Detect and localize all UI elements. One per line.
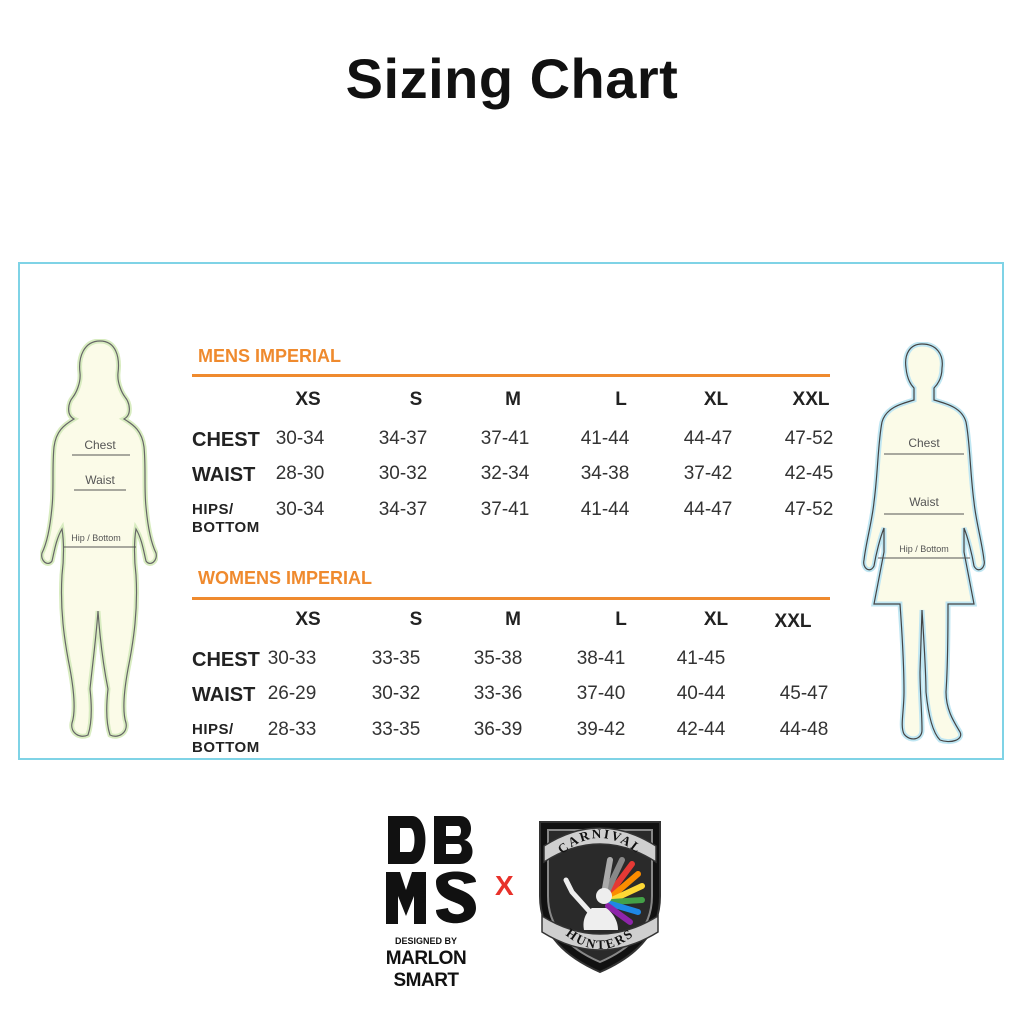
mens-size-l: L bbox=[615, 389, 627, 410]
mens-section-heading: MENS IMPERIAL bbox=[198, 346, 342, 366]
womens-chest-xl: 41-45 bbox=[676, 648, 726, 669]
mens-row-label-hips: HIPS/ BOTTOM bbox=[192, 501, 260, 537]
collaboration-x: X bbox=[495, 870, 514, 901]
woman-hip-label: Hip / Bottom bbox=[71, 533, 121, 543]
brand-logos: VIVA DESIGNED BY MARLON SMART X CARNIVAL… bbox=[0, 812, 1024, 991]
mens-hips-l: 41-44 bbox=[580, 499, 630, 520]
mens-size-s: S bbox=[409, 389, 423, 410]
designed-by-label: DESIGNED BY bbox=[394, 936, 457, 946]
mens-size-xl: XL bbox=[703, 389, 729, 410]
mens-hips-xxl: 47-52 bbox=[784, 499, 834, 520]
carnival-hunters-logo: CARNIVAL HUNTERS bbox=[539, 821, 661, 974]
mens-hips-s: 34-37 bbox=[378, 499, 428, 520]
womens-waist-xxl: 45-47 bbox=[779, 683, 829, 704]
woman-figure-illustration: Chest Waist Hip / Bottom bbox=[40, 339, 158, 739]
mens-waist-m: 32-34 bbox=[480, 463, 530, 484]
womens-size-m: M bbox=[505, 609, 521, 630]
womens-size-xs: XS bbox=[295, 609, 321, 630]
womens-row-label-waist: WAIST bbox=[192, 684, 256, 706]
mens-waist-xs: 28-30 bbox=[275, 463, 325, 484]
womens-hips-label-line1: HIPS/ bbox=[192, 721, 234, 738]
womens-size-s: S bbox=[409, 609, 423, 630]
mens-chest-xl: 44-47 bbox=[683, 428, 733, 449]
womens-chest-xs: 30-33 bbox=[267, 648, 317, 669]
woman-waist-label: Waist bbox=[85, 473, 115, 487]
mens-row-label-waist: WAIST bbox=[192, 464, 256, 486]
man-hip-label: Hip / Bottom bbox=[899, 544, 949, 554]
woman-chest-label: Chest bbox=[84, 438, 116, 452]
dbms-logo: VIVA DESIGNED BY MARLON SMART bbox=[356, 812, 496, 991]
mens-chest-xs: 30-34 bbox=[275, 428, 325, 449]
womens-waist-xl: 40-44 bbox=[676, 683, 726, 704]
designer-name: MARLON SMART bbox=[385, 948, 467, 991]
mens-chest-xxl: 47-52 bbox=[784, 428, 834, 449]
mens-row-label-chest: CHEST bbox=[192, 429, 260, 451]
svg-text:VIVA: VIVA bbox=[418, 883, 428, 904]
womens-row-label-chest: CHEST bbox=[192, 649, 260, 671]
man-chest-label: Chest bbox=[908, 436, 940, 450]
mens-hips-m: 37-41 bbox=[480, 499, 530, 520]
dbms-logo-mark: VIVA bbox=[386, 816, 476, 924]
mens-hips-label-line1: HIPS/ bbox=[192, 501, 234, 518]
womens-waist-m: 33-36 bbox=[473, 683, 523, 704]
womens-waist-xs: 26-29 bbox=[267, 683, 317, 704]
mens-chest-s: 34-37 bbox=[378, 428, 428, 449]
womens-size-xl: XL bbox=[703, 609, 729, 630]
sizing-chart-panel: Chest Waist Hip / Bottom Chest Waist Hip… bbox=[18, 262, 1004, 760]
mens-size-xs: XS bbox=[295, 389, 321, 410]
womens-section-rule bbox=[192, 597, 830, 600]
page-title: Sizing Chart bbox=[345, 47, 679, 110]
womens-hips-xl: 42-44 bbox=[676, 719, 726, 740]
mens-waist-l: 34-38 bbox=[580, 463, 630, 484]
mens-section-rule bbox=[192, 374, 830, 377]
womens-row-label-hips: HIPS/ BOTTOM bbox=[192, 721, 260, 757]
mens-chest-m: 37-41 bbox=[480, 428, 530, 449]
womens-chest-m: 35-38 bbox=[473, 648, 523, 669]
womens-waist-l: 37-40 bbox=[576, 683, 626, 704]
womens-hips-l: 39-42 bbox=[576, 719, 626, 740]
womens-hips-m: 36-39 bbox=[473, 719, 523, 740]
mens-hips-xl: 44-47 bbox=[683, 499, 733, 520]
womens-hips-xs: 28-33 bbox=[267, 719, 317, 740]
womens-section-heading: WOMENS IMPERIAL bbox=[198, 568, 372, 588]
womens-chest-l: 38-41 bbox=[576, 648, 626, 669]
mens-hips-label-line2: BOTTOM bbox=[192, 519, 260, 536]
mens-size-m: M bbox=[505, 389, 521, 410]
womens-hips-s: 33-35 bbox=[371, 719, 421, 740]
mens-hips-xs: 30-34 bbox=[275, 499, 325, 520]
womens-chest-s: 33-35 bbox=[371, 648, 421, 669]
womens-size-l: L bbox=[615, 609, 627, 630]
mens-waist-xxl: 42-45 bbox=[784, 463, 834, 484]
mens-waist-xl: 37-42 bbox=[683, 463, 733, 484]
mens-chest-l: 41-44 bbox=[580, 428, 630, 449]
man-figure-illustration: Chest Waist Hip / Bottom bbox=[861, 342, 986, 745]
womens-size-xxl: XXL bbox=[774, 611, 812, 632]
womens-hips-label-line2: BOTTOM bbox=[192, 739, 260, 756]
man-waist-label: Waist bbox=[909, 495, 939, 509]
mens-waist-s: 30-32 bbox=[378, 463, 428, 484]
womens-waist-s: 30-32 bbox=[371, 683, 421, 704]
mens-size-xxl: XXL bbox=[792, 389, 830, 410]
womens-hips-xxl: 44-48 bbox=[779, 719, 829, 740]
